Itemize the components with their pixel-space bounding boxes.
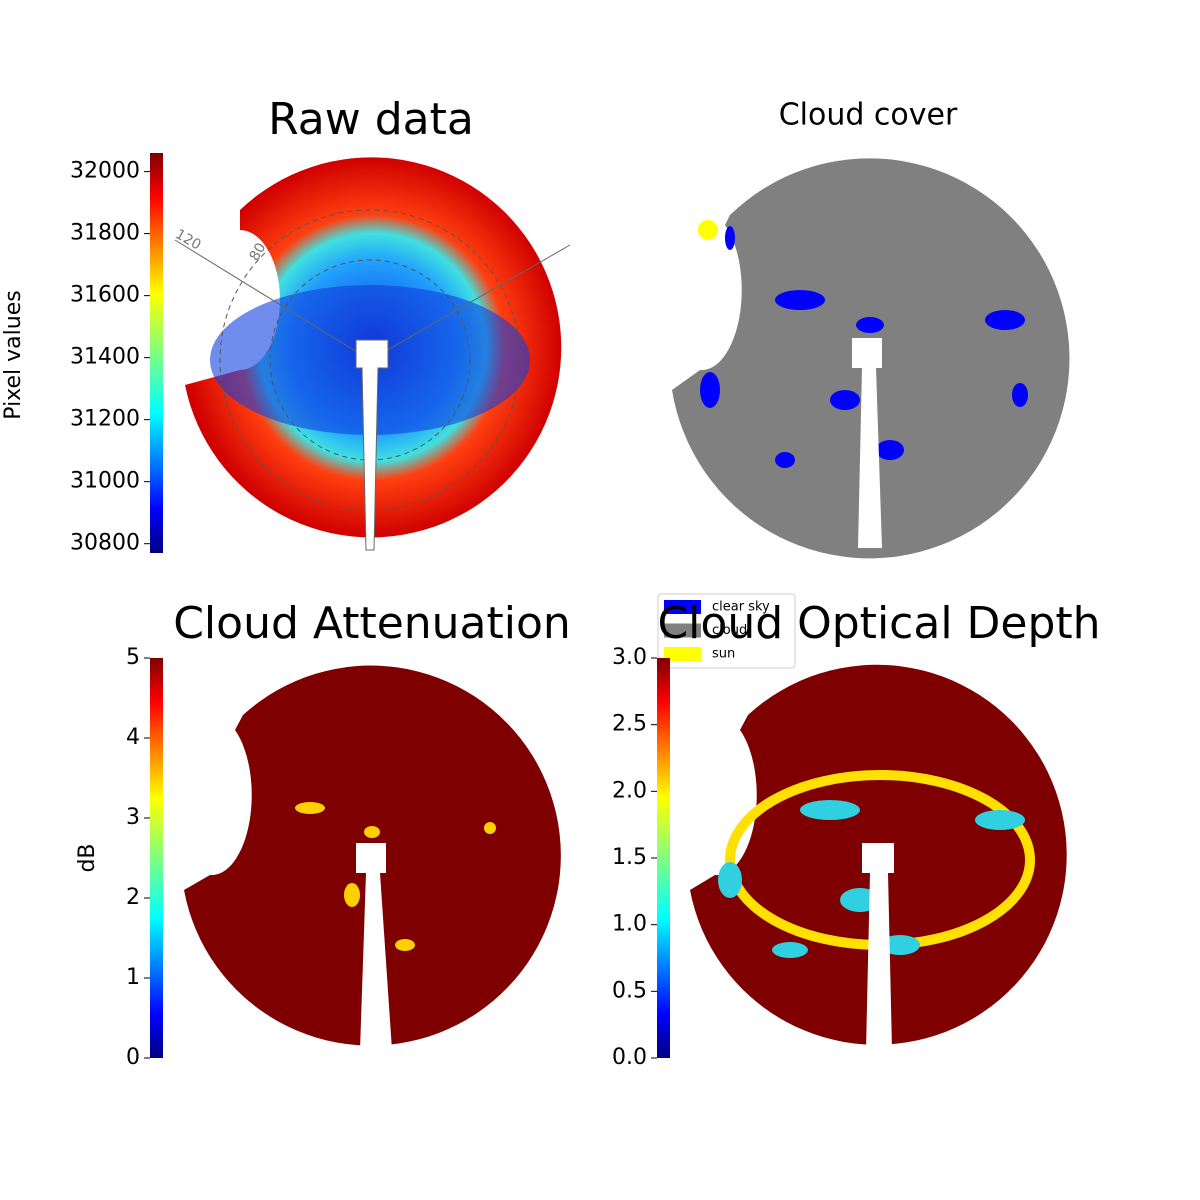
colorbar-tick-label: 5 xyxy=(126,645,140,670)
colorbar-label: dB xyxy=(75,843,100,872)
panel-title: Cloud Optical Depth xyxy=(657,598,1100,649)
colorbar-tick-label: 4 xyxy=(126,725,140,750)
colorbar xyxy=(150,153,163,553)
colorbar-tick-label: 2.0 xyxy=(612,778,647,803)
colorbar-label: Pixel values xyxy=(1,290,26,419)
legend-label: cloud xyxy=(712,623,747,638)
legend-swatch xyxy=(664,647,701,661)
colorbar xyxy=(657,658,670,1058)
colorbar-tick-label: 0.0 xyxy=(612,1045,647,1070)
colorbar-tick-label: 31600 xyxy=(70,283,140,308)
optical-depth-image xyxy=(690,664,1067,1050)
legend-label: sun xyxy=(712,647,735,662)
raw-image xyxy=(174,157,571,551)
colorbar xyxy=(150,658,163,1058)
legend-label: clear sky xyxy=(712,600,770,615)
panel-title: Raw data xyxy=(268,94,474,145)
colorbar-tick-label: 31200 xyxy=(70,407,140,432)
panel-title: Cloud cover xyxy=(779,98,958,133)
colorbar-tick-label: 0 xyxy=(126,1045,140,1070)
colorbar-tick-label: 1 xyxy=(126,965,140,990)
colorbar-tick-label: 31800 xyxy=(70,221,140,246)
polar-label: 80 xyxy=(247,240,270,263)
colorbar-tick-label: 3 xyxy=(126,805,140,830)
polar-label: 120 xyxy=(172,226,203,253)
attenuation-image xyxy=(184,665,561,1050)
legend-swatch xyxy=(664,623,701,638)
colorbar-tick-label: 0.5 xyxy=(612,978,647,1003)
colorbar-tick-label: 31400 xyxy=(70,345,140,370)
colorbar-tick-label: 3.0 xyxy=(612,645,647,670)
colorbar-tick-label: 31000 xyxy=(70,469,140,494)
cloud-cover-image xyxy=(672,158,1070,559)
colorbar-tick-label: 1.5 xyxy=(612,845,647,870)
colorbar-tick-label: 2 xyxy=(126,885,140,910)
colorbar-tick-label: 30800 xyxy=(70,531,140,556)
colorbar-tick-label: 1.0 xyxy=(612,912,647,937)
panel-title: Cloud Attenuation xyxy=(173,598,571,649)
colorbar-tick-label: 2.5 xyxy=(612,712,647,737)
colorbar-tick-label: 32000 xyxy=(70,159,140,184)
legend-swatch xyxy=(664,600,701,614)
